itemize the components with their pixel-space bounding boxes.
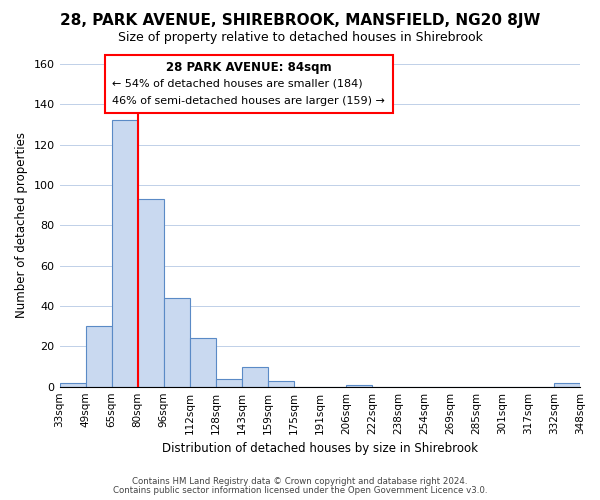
Bar — [346, 384, 372, 386]
Bar — [242, 366, 268, 386]
Bar — [112, 120, 137, 386]
Bar — [137, 199, 164, 386]
Text: 28, PARK AVENUE, SHIREBROOK, MANSFIELD, NG20 8JW: 28, PARK AVENUE, SHIREBROOK, MANSFIELD, … — [60, 12, 540, 28]
Bar — [59, 382, 86, 386]
Text: ← 54% of detached houses are smaller (184): ← 54% of detached houses are smaller (18… — [112, 79, 363, 89]
Text: 46% of semi-detached houses are larger (159) →: 46% of semi-detached houses are larger (… — [112, 96, 385, 106]
Y-axis label: Number of detached properties: Number of detached properties — [15, 132, 28, 318]
Bar — [86, 326, 112, 386]
Bar — [268, 380, 294, 386]
Text: Contains HM Land Registry data © Crown copyright and database right 2024.: Contains HM Land Registry data © Crown c… — [132, 477, 468, 486]
Bar — [190, 338, 215, 386]
Bar — [164, 298, 190, 386]
X-axis label: Distribution of detached houses by size in Shirebrook: Distribution of detached houses by size … — [162, 442, 478, 455]
Text: 28 PARK AVENUE: 84sqm: 28 PARK AVENUE: 84sqm — [166, 61, 332, 74]
Bar — [554, 382, 580, 386]
Bar — [215, 378, 242, 386]
Text: Contains public sector information licensed under the Open Government Licence v3: Contains public sector information licen… — [113, 486, 487, 495]
Text: Size of property relative to detached houses in Shirebrook: Size of property relative to detached ho… — [118, 31, 482, 44]
